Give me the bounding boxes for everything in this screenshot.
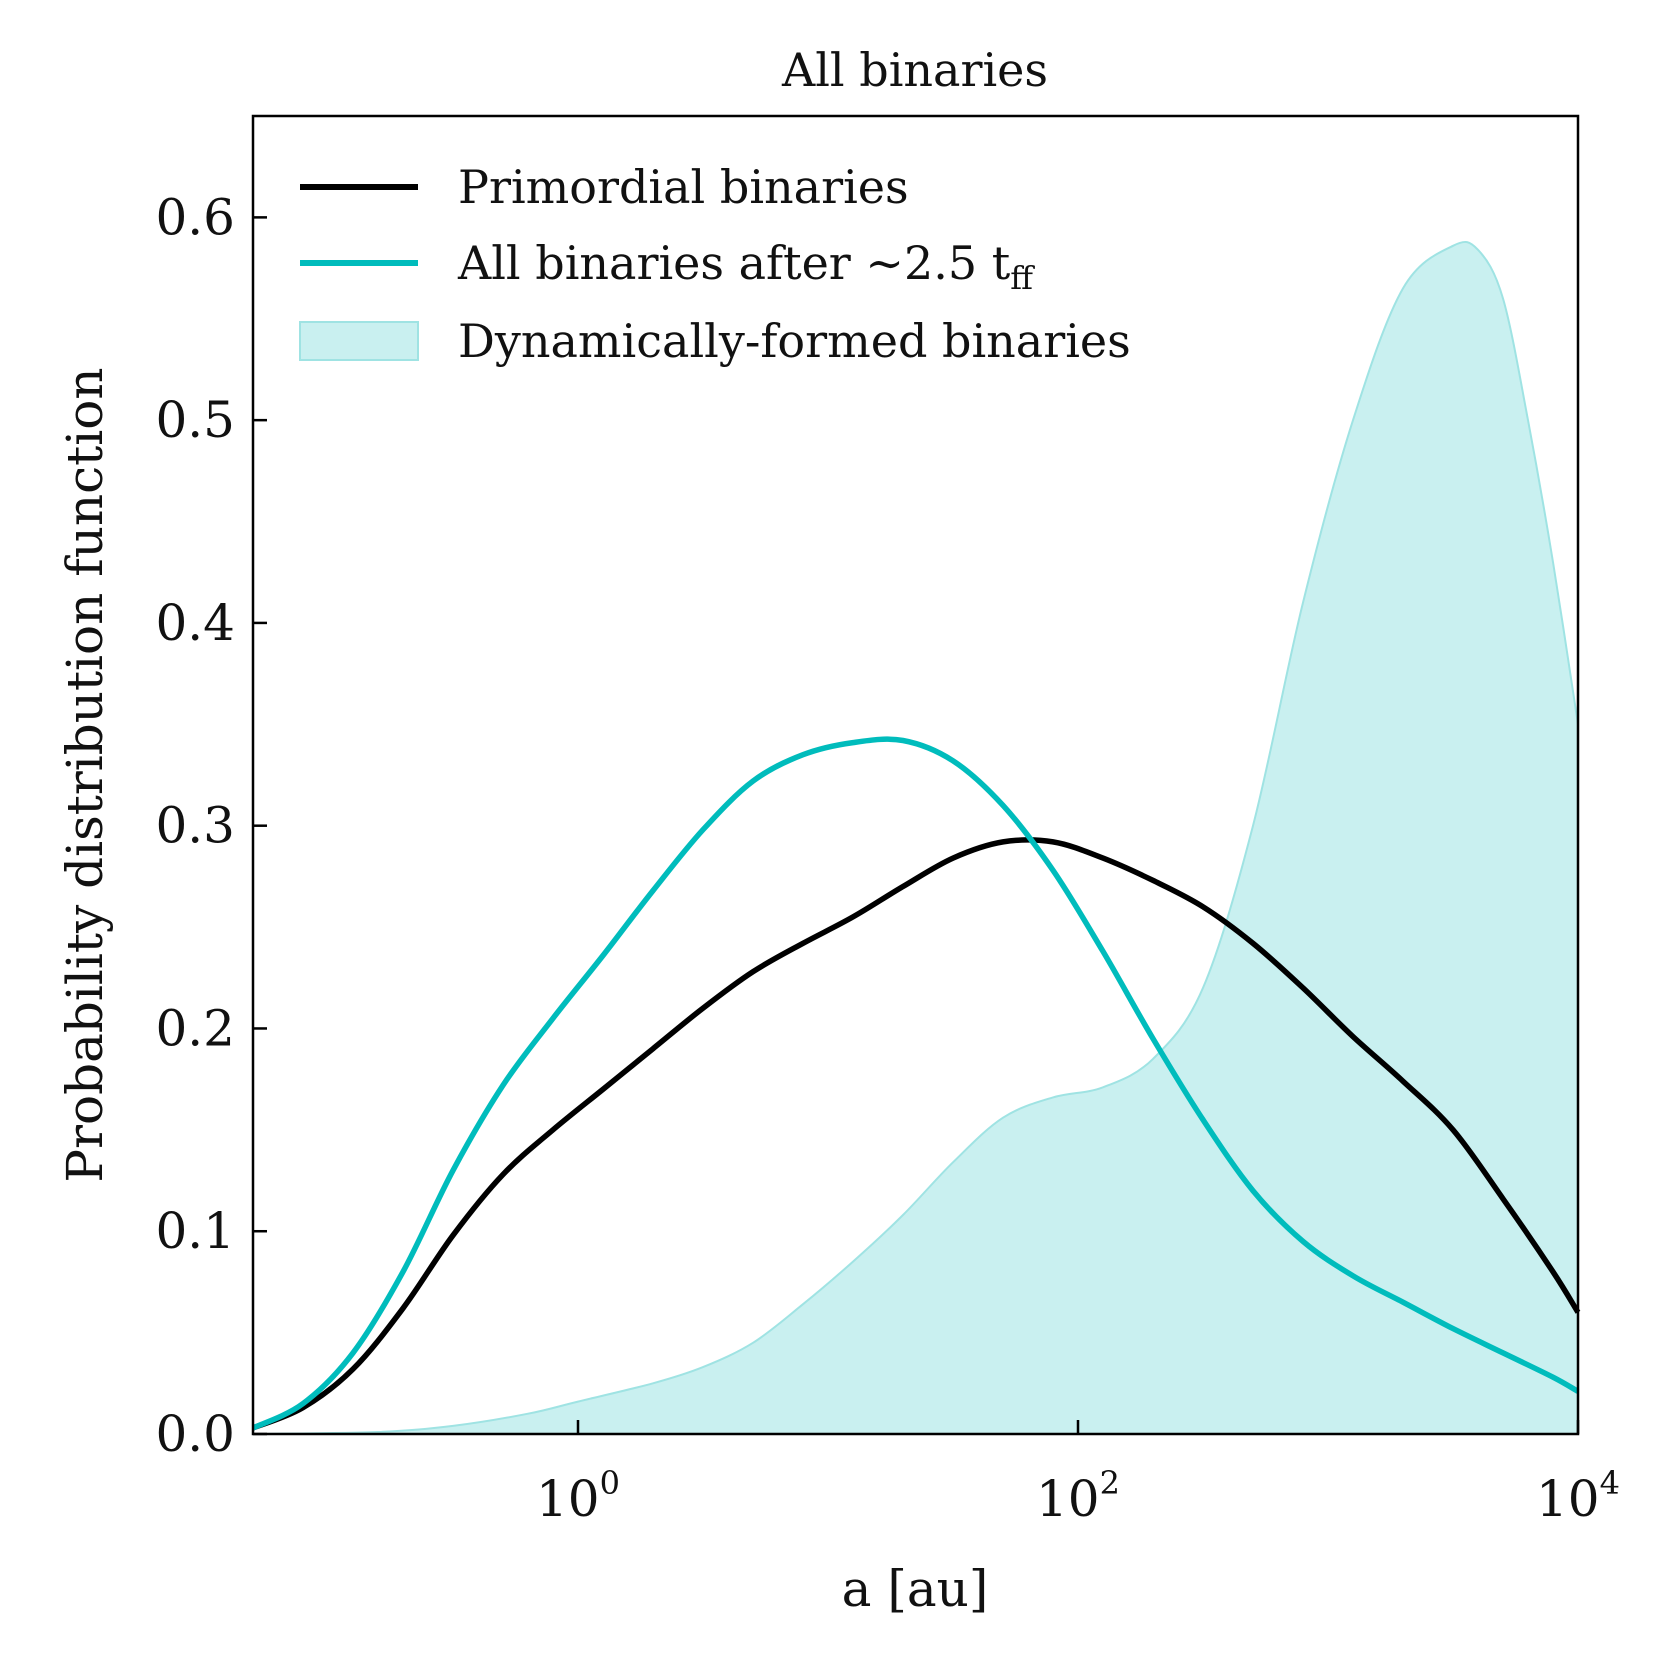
series-area-dynamical: [252, 240, 1579, 1435]
y-tick-label: 0.3: [155, 797, 235, 855]
legend-label-all-binaries: All binaries after ∼2.5 tff: [457, 236, 1035, 297]
y-tick-label: 0.5: [155, 391, 235, 449]
y-tick-label: 0.6: [155, 188, 235, 246]
legend: Primordial binaries All binaries after ∼…: [299, 160, 1131, 368]
y-tick-label: 0.2: [155, 999, 235, 1057]
y-tick-label: 0.1: [155, 1202, 235, 1260]
legend-label-dynamical: Dynamically-formed binaries: [458, 314, 1131, 368]
legend-label-all-binaries-main: All binaries after ∼2.5 t: [457, 236, 1011, 290]
x-tick-label: 102: [1036, 1464, 1120, 1528]
chart-title: All binaries: [781, 43, 1048, 97]
y-axis-label: Probability distribution function: [56, 367, 114, 1182]
legend-label-all-binaries-sub: ff: [1010, 259, 1035, 297]
y-tick-label: 0.0: [155, 1405, 235, 1463]
axes-frame: [251, 114, 1580, 1436]
legend-label-primordial: Primordial binaries: [458, 160, 909, 214]
x-tick-label: 100: [536, 1464, 620, 1528]
legend-swatch-dynamical: [299, 321, 419, 361]
y-axis-ticks: 0.0 0.1 0.2 0.3 0.4 0.5 0.6: [155, 188, 267, 1463]
x-tick-label: 104: [1536, 1464, 1620, 1528]
series-line-all-binaries: [251, 736, 1580, 1431]
series-line-primordial: [251, 837, 1581, 1431]
x-axis-ticks: 100 102 104: [536, 1420, 1620, 1528]
plot-series: [251, 240, 1581, 1435]
y-tick-label: 0.4: [155, 594, 235, 652]
x-axis-label: a [au]: [842, 1560, 989, 1618]
